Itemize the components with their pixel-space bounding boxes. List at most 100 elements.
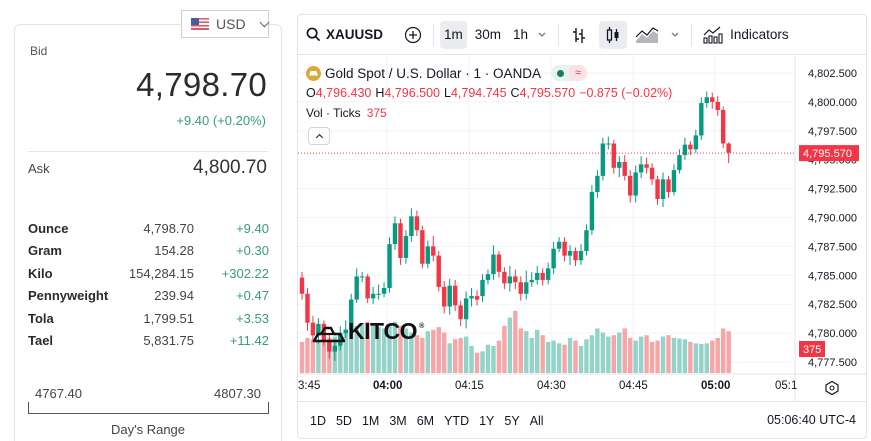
unit-price-table: Ounce 4,798.70 +9.40 Gram 154.28 +0.30 K… — [28, 217, 269, 352]
indicators-icon — [703, 26, 723, 44]
unit-value: 4,798.70 — [143, 220, 194, 236]
unit-row-gram: Gram 154.28 +0.30 — [28, 240, 269, 263]
svg-text:4,795.570: 4,795.570 — [803, 148, 852, 160]
volume-legend: Vol · Ticks 375 — [306, 103, 672, 123]
ask-label: Ask — [28, 161, 50, 176]
bid-label: Bid — [30, 44, 48, 58]
y-axis-tick: 4,802.500 — [808, 68, 857, 80]
day-range-label: Day's Range — [111, 422, 186, 437]
unit-value: 154.28 — [154, 243, 194, 259]
range-1d[interactable]: 1D — [310, 413, 326, 428]
market-status-pill[interactable]: ≈ — [551, 65, 588, 81]
timeframe-30m[interactable]: 30m — [474, 27, 502, 42]
range-5y[interactable]: 5Y — [504, 413, 520, 428]
symbol-search-button[interactable]: XAUUSD — [298, 21, 389, 49]
currency-select[interactable]: USD — [181, 10, 270, 38]
instrument-title: Gold Spot / U.S. Dollar · 1 · OANDA — [325, 65, 542, 81]
chart-settings-icon — [825, 380, 839, 396]
range-3m[interactable]: 3M — [389, 413, 407, 428]
chevron-up-icon — [315, 133, 323, 142]
range-ytd[interactable]: YTD — [444, 413, 470, 428]
plus-circle-icon — [404, 26, 422, 43]
chart-toolbar: XAUUSD 1m 30m 1h Indicators — [298, 15, 866, 55]
timeframe-1h[interactable]: 1h — [513, 27, 529, 42]
delayed-data-icon: ≈ — [569, 65, 588, 81]
quote-panel — [14, 24, 282, 441]
day-range-high: 4807.30 — [214, 386, 261, 401]
bar-chart-type-button[interactable] — [565, 21, 593, 49]
last-volume-label — [799, 341, 825, 357]
search-icon — [306, 27, 321, 42]
bid-change: +9.40 (+0.20%) — [176, 113, 266, 128]
ohlc-values: O4,796.430 H4,796.500 L4,794.745 C4,795.… — [306, 86, 673, 100]
x-axis-tick: 3:45 — [298, 380, 320, 392]
range-all[interactable]: All — [529, 413, 544, 428]
volume-value: 375 — [366, 106, 387, 120]
day-range-bar — [28, 402, 269, 414]
indicators-button[interactable]: Indicators — [698, 21, 793, 49]
range-5d[interactable]: 5D — [335, 413, 352, 428]
compare-button[interactable] — [399, 21, 427, 49]
area-chart-type-button[interactable] — [633, 21, 661, 49]
y-axis-tick: 4,790.000 — [808, 213, 857, 225]
price-chart-canvas[interactable]: 4,802.5004,800.0004,797.5004,795.0004,79… — [298, 56, 867, 401]
unit-name: Ounce — [28, 220, 69, 236]
y-axis-tick: 4,785.000 — [808, 270, 857, 282]
range-6m[interactable]: 6M — [416, 413, 435, 428]
y-axis-tick: 4,777.500 — [808, 357, 857, 369]
svg-text:375: 375 — [803, 344, 821, 356]
range-1m[interactable]: 1M — [361, 413, 380, 428]
unit-change: +0.47 — [236, 288, 269, 304]
unit-change: +9.40 — [236, 220, 269, 236]
unit-row-tola: Tola 1,799.51 +3.53 — [28, 307, 269, 330]
chart-clock[interactable]: 05:06:40 UTC-4 — [767, 413, 856, 427]
chevron-down-icon — [259, 17, 270, 27]
indicators-label: Indicators — [730, 27, 789, 42]
legend-title-row: Gold Spot / U.S. Dollar · 1 · OANDA ≈ — [306, 63, 672, 83]
unit-value: 1,799.51 — [143, 310, 194, 326]
low-value: 4,794.745 — [450, 86, 507, 100]
x-axis-tick: 04:30 — [537, 380, 566, 392]
x-axis-tick: 04:15 — [455, 380, 484, 392]
divider — [28, 151, 268, 152]
unit-row-tael: Tael 5,831.75 +11.42 — [28, 330, 269, 353]
ask-price: 4,800.70 — [193, 157, 267, 178]
chart-legend: Gold Spot / U.S. Dollar · 1 · OANDA ≈ O4… — [306, 63, 672, 123]
collapse-legend-button[interactable] — [308, 127, 330, 145]
unit-change: +3.53 — [236, 310, 269, 326]
toolbar-divider — [433, 23, 435, 46]
unit-value: 5,831.75 — [143, 333, 194, 349]
chevron-down-icon — [671, 32, 679, 37]
x-axis-tick: 05:1 — [775, 380, 797, 392]
y-axis-tick: 4,782.500 — [808, 299, 857, 311]
y-axis-tick: 4,797.500 — [808, 126, 857, 138]
open-value: 4,796.430 — [315, 86, 372, 100]
last-price-label — [799, 145, 859, 162]
unit-row-ounce: Ounce 4,798.70 +9.40 — [28, 217, 269, 240]
chevron-down-icon — [538, 32, 546, 37]
close-value: 4,795.570 — [519, 86, 576, 100]
currency-label: USD — [216, 16, 246, 32]
range-1y[interactable]: 1Y — [479, 413, 495, 428]
y-axis-tick: 4,787.500 — [808, 241, 857, 253]
unit-change: +11.42 — [229, 333, 269, 349]
toolbar-divider — [691, 23, 693, 46]
x-axis-tick: 04:00 — [373, 380, 402, 392]
unit-name: Tael — [28, 333, 54, 349]
unit-name: Gram — [28, 243, 62, 259]
unit-change: +302.22 — [221, 265, 269, 281]
volume-label: Vol · Ticks — [306, 106, 361, 120]
bid-price: 4,798.70 — [136, 66, 267, 103]
timeframe-dropdown[interactable] — [532, 21, 552, 49]
timeframe-1m[interactable]: 1m — [440, 20, 467, 49]
unit-change: +0.30 — [236, 243, 269, 259]
range-bar: 1D 5D 1M 3M 6M YTD 1Y 5Y All 05:06:40 UT… — [298, 401, 866, 438]
bar-change: −0.875 (−0.02%) — [579, 86, 673, 100]
y-axis-tick: 4,800.000 — [808, 97, 857, 109]
symbol-label: XAUUSD — [326, 27, 384, 42]
candle-chart-type-button[interactable] — [599, 20, 628, 49]
watermark-text: KITCO — [348, 318, 418, 344]
ohlc-bars-icon — [573, 27, 586, 43]
chart-type-dropdown[interactable] — [665, 21, 685, 49]
unit-name: Tola — [28, 310, 54, 326]
